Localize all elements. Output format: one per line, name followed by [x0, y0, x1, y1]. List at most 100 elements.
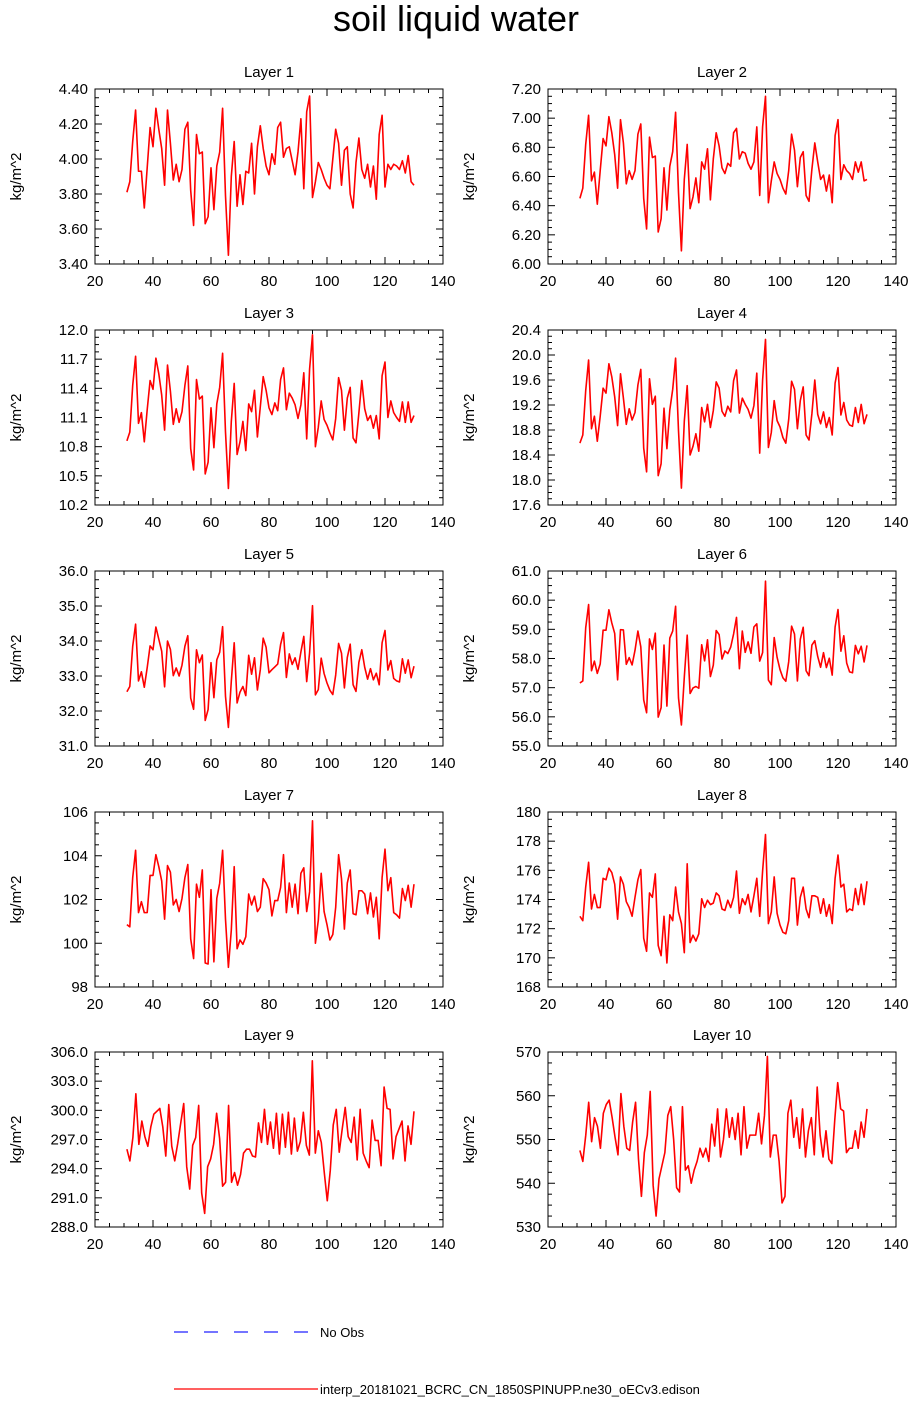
x-tick-label: 60 [656, 273, 673, 290]
series-line-1 [126, 1059, 415, 1215]
x-tick-label: 60 [656, 755, 673, 772]
y-axis-label: kg/m^2 [461, 1116, 478, 1164]
x-tick-label: 140 [883, 1236, 908, 1253]
x-tick-label: 120 [825, 996, 850, 1013]
chart-panel-10: Layer 10 20 40 60 80 100 120 140 530 540 550 560 570… [461, 1027, 909, 1253]
panel-title: Layer 7 [244, 787, 294, 804]
x-tick-label: 20 [540, 755, 557, 772]
y-tick-label: 180 [516, 804, 541, 821]
y-axis-label: kg/m^2 [8, 153, 25, 201]
y-tick-label: 6.80 [512, 139, 541, 156]
y-tick-label: 11.4 [60, 380, 88, 397]
panel-title: Layer 1 [244, 64, 294, 81]
plot-frame [547, 1051, 897, 1228]
x-tick-label: 140 [883, 755, 908, 772]
y-tick-label: 6.00 [512, 256, 541, 273]
chart-panel-8: Layer 8 20 40 60 80 100 120 140 168 170 172 174 176 1… [461, 787, 909, 1013]
y-tick-label: 60.0 [512, 592, 541, 609]
panel-title: Layer 2 [697, 64, 747, 81]
figure-title: soil liquid water [332, 0, 580, 39]
x-tick-label: 40 [598, 273, 615, 290]
series-line-1 [126, 604, 415, 729]
y-tick-label: 10.8 [59, 439, 88, 456]
y-tick-label: 57.0 [512, 680, 541, 697]
x-tick-label: 60 [203, 755, 220, 772]
y-tick-label: 570 [516, 1044, 541, 1061]
x-tick-label: 40 [145, 1236, 162, 1253]
y-axis-label: kg/m^2 [461, 635, 478, 683]
x-tick-label: 140 [430, 514, 455, 531]
y-tick-label: 3.80 [59, 186, 88, 203]
x-tick-label: 20 [540, 1236, 557, 1253]
x-tick-label: 100 [767, 1236, 792, 1253]
y-tick-label: 530 [516, 1219, 541, 1236]
y-tick-label: 20.0 [512, 347, 541, 364]
panel-title: Layer 10 [693, 1027, 751, 1044]
y-tick-label: 58.0 [512, 651, 541, 668]
x-tick-label: 20 [540, 273, 557, 290]
x-tick-label: 100 [314, 755, 339, 772]
y-tick-label: 10.2 [59, 497, 88, 514]
y-tick-label: 59.0 [512, 621, 541, 638]
x-tick-label: 60 [656, 1236, 673, 1253]
y-tick-label: 6.60 [512, 169, 541, 186]
x-tick-label: 20 [87, 1236, 104, 1253]
chart-panel-5: Layer 5 20 40 60 80 100 120 140 31.0 32.0 33.0 34.0… [8, 546, 456, 772]
x-tick-label: 20 [87, 996, 104, 1013]
y-tick-label: 168 [516, 979, 541, 996]
plot-frame [94, 1051, 444, 1228]
panel-title: Layer 9 [244, 1027, 294, 1044]
y-tick-label: 32.0 [59, 703, 88, 720]
series-line-1 [126, 334, 415, 490]
y-tick-label: 3.40 [59, 256, 88, 273]
y-axis-label: kg/m^2 [8, 394, 25, 442]
chart-panel-4: Layer 4 20 40 60 80 100 120 140 17.6 18.0 18.4 18.8… [461, 305, 909, 531]
legend-label-model: interp_20181021_BCRC_CN_1850SPINUPP.ne30… [320, 1382, 700, 1397]
x-tick-label: 120 [372, 514, 397, 531]
x-tick-label: 60 [203, 514, 220, 531]
x-tick-label: 120 [372, 755, 397, 772]
y-tick-label: 55.0 [512, 738, 541, 755]
series-line-1 [579, 580, 868, 726]
x-tick-label: 120 [825, 755, 850, 772]
y-tick-label: 20.4 [512, 322, 541, 339]
x-tick-label: 60 [656, 514, 673, 531]
y-tick-label: 178 [516, 833, 541, 850]
y-tick-label: 17.6 [512, 497, 541, 514]
y-tick-label: 100 [63, 935, 88, 952]
y-tick-label: 4.20 [59, 116, 88, 133]
y-tick-label: 33.0 [59, 668, 88, 685]
x-tick-label: 140 [883, 996, 908, 1013]
x-tick-label: 60 [656, 996, 673, 1013]
x-tick-label: 80 [261, 514, 278, 531]
x-tick-label: 20 [540, 996, 557, 1013]
x-tick-label: 80 [261, 996, 278, 1013]
x-tick-label: 100 [314, 996, 339, 1013]
y-tick-label: 170 [516, 950, 541, 967]
chart-panel-7: Layer 7 20 40 60 80 100 120 140 98 100 102 104 106 kg… [8, 787, 456, 1013]
y-tick-label: 560 [516, 1088, 541, 1105]
y-axis-label: kg/m^2 [461, 153, 478, 201]
x-tick-label: 20 [87, 755, 104, 772]
y-tick-label: 300.0 [50, 1102, 88, 1119]
y-tick-label: 4.00 [59, 151, 88, 168]
y-tick-label: 102 [63, 892, 88, 909]
chart-panel-2: Layer 2 20 40 60 80 100 120 140 6.00 6.20 6.40 6.60… [461, 64, 909, 290]
y-tick-label: 174 [516, 892, 541, 909]
x-tick-label: 40 [598, 755, 615, 772]
y-tick-label: 56.0 [512, 709, 541, 726]
y-tick-label: 104 [63, 848, 88, 865]
y-tick-label: 11.7 [60, 351, 88, 368]
y-tick-label: 7.20 [512, 81, 541, 98]
panel-title: Layer 3 [244, 305, 294, 322]
panel-title: Layer 8 [697, 787, 747, 804]
series-line-1 [126, 95, 415, 257]
y-tick-label: 288.0 [50, 1219, 88, 1236]
panel-title: Layer 5 [244, 546, 294, 563]
x-tick-label: 60 [203, 273, 220, 290]
x-tick-label: 80 [261, 755, 278, 772]
panel-title: Layer 4 [697, 305, 747, 322]
panel-title: Layer 6 [697, 546, 747, 563]
series-line-1 [579, 338, 868, 489]
y-tick-label: 18.0 [512, 472, 541, 489]
